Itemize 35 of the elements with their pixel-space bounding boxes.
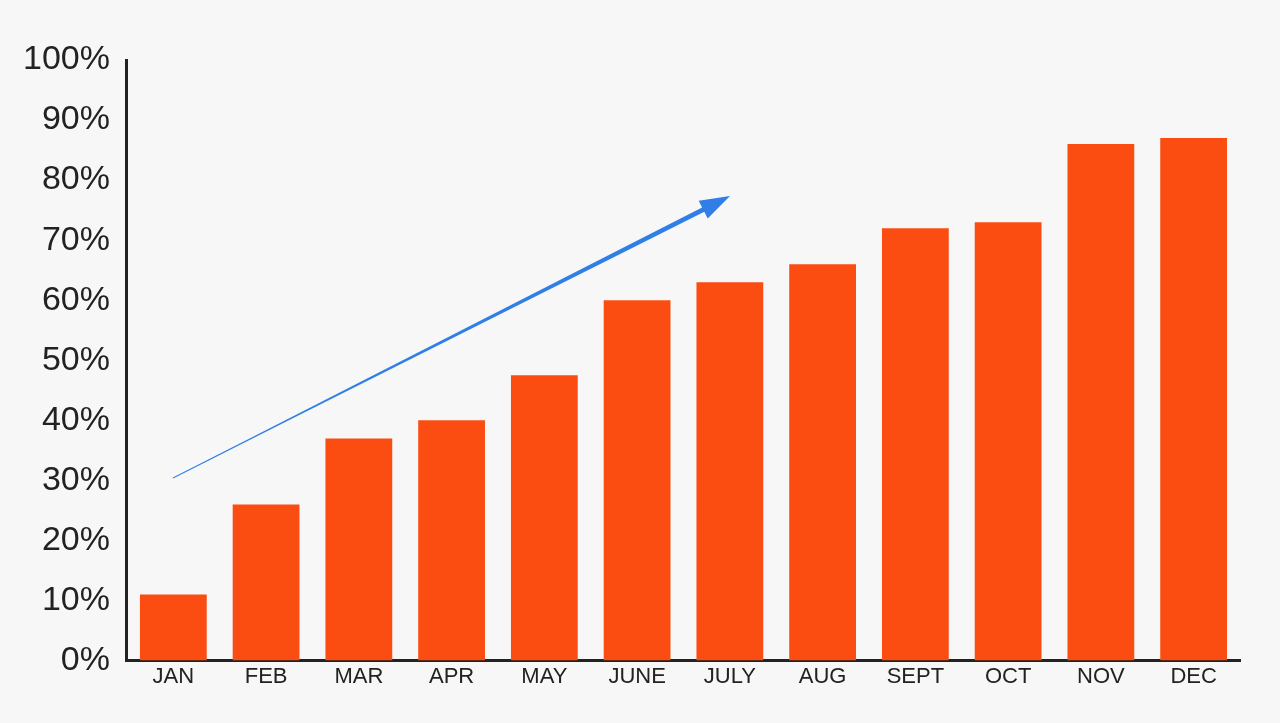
bar bbox=[418, 420, 485, 661]
x-tick-label: MAY bbox=[521, 662, 568, 688]
x-tick-label: OCT bbox=[984, 662, 1032, 688]
x-tick-label: MAR bbox=[334, 662, 384, 688]
bar bbox=[139, 594, 207, 661]
y-tick-label: 80% bbox=[41, 158, 110, 197]
bar bbox=[232, 504, 300, 661]
bar bbox=[974, 222, 1042, 661]
bar bbox=[789, 264, 856, 661]
y-tick-label: 50% bbox=[41, 338, 110, 377]
y-tick-label: 0% bbox=[60, 638, 110, 677]
y-tick-label: 20% bbox=[41, 518, 110, 557]
bar bbox=[603, 300, 671, 661]
x-tick-label: AUG bbox=[798, 662, 847, 688]
x-tick-label: JAN bbox=[152, 662, 195, 688]
y-tick-label: 30% bbox=[41, 458, 110, 497]
bar bbox=[696, 282, 764, 661]
x-tick-label: DEC bbox=[1170, 662, 1217, 688]
y-tick-label: 70% bbox=[41, 218, 110, 257]
y-tick-label: 90% bbox=[41, 98, 110, 137]
x-tick-label: FEB bbox=[244, 662, 288, 688]
x-tick-label: JUNE bbox=[608, 662, 666, 688]
bar bbox=[1067, 144, 1135, 661]
x-tick-label: APR bbox=[428, 662, 475, 688]
bar bbox=[325, 438, 393, 661]
bar bbox=[510, 375, 578, 661]
x-tick-label: SEPT bbox=[886, 662, 945, 688]
bar bbox=[1160, 138, 1228, 661]
y-tick-label: 100% bbox=[22, 38, 110, 77]
y-tick-label: 10% bbox=[41, 578, 110, 617]
x-tick-label: NOV bbox=[1077, 662, 1126, 688]
y-tick-label: 40% bbox=[41, 398, 110, 437]
x-tick-label: JULY bbox=[703, 662, 757, 688]
bar bbox=[881, 228, 949, 661]
y-tick-label: 60% bbox=[41, 278, 110, 317]
